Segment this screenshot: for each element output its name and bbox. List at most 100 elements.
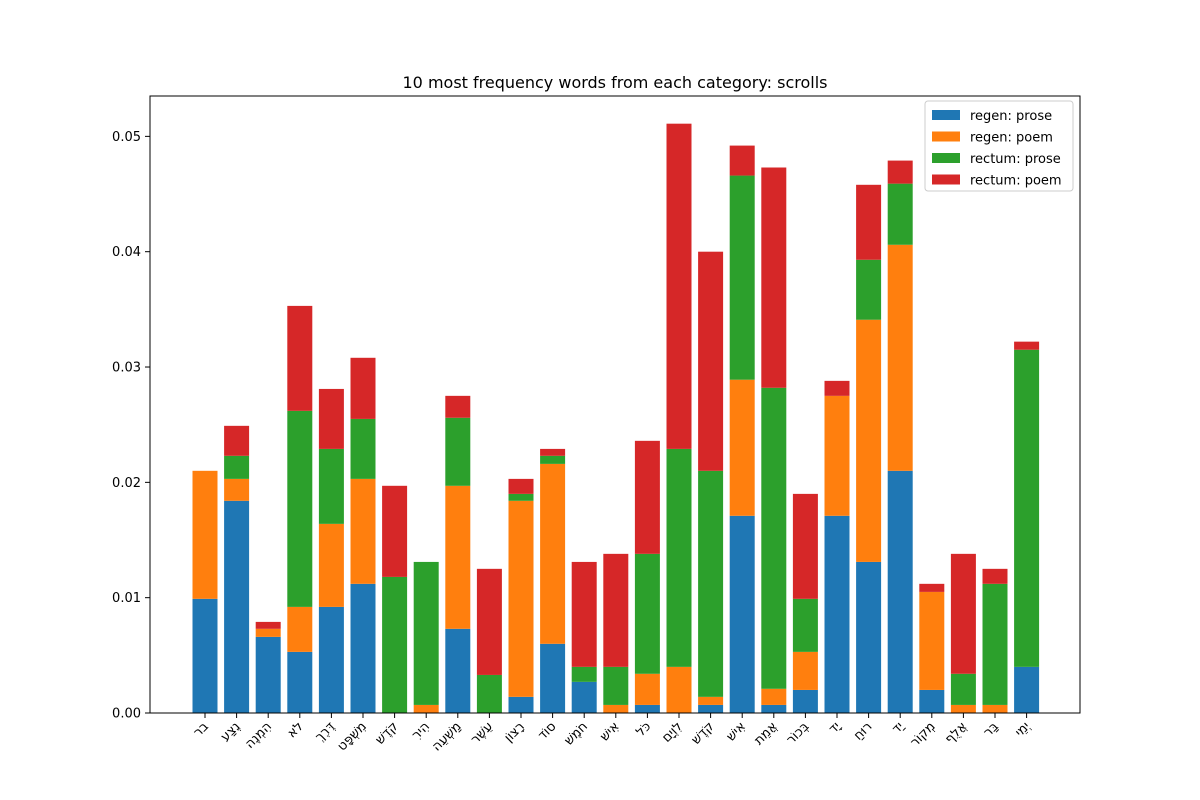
bar-segment-regen-prose xyxy=(318,606,344,713)
legend-swatch xyxy=(932,131,960,142)
bar-segment-rectum-poem xyxy=(824,380,850,396)
bar-segment-rectum-prose xyxy=(698,470,724,697)
bar-segment-regen-poem xyxy=(729,379,755,516)
y-tick-label: 0.00 xyxy=(112,707,141,722)
legend-swatch xyxy=(932,174,960,185)
bar-segment-regen-prose xyxy=(698,704,724,713)
bar-segment-regen-prose xyxy=(192,598,218,713)
legend-label: rectum: prose xyxy=(970,152,1061,167)
bar-segment-regen-poem xyxy=(666,666,692,713)
bar-segment-regen-poem xyxy=(318,523,344,607)
bar-segment-regen-prose xyxy=(445,628,471,713)
bar-segment-regen-poem xyxy=(761,688,787,705)
bar-segment-rectum-poem xyxy=(792,493,818,599)
bar-segment-rectum-poem xyxy=(950,553,976,674)
bar-segment-rectum-poem xyxy=(224,425,250,456)
chart-title: 10 most frequency words from each catego… xyxy=(403,73,828,92)
y-axis: 0.00 0.01 0.02 0.03 0.04 0.05 xyxy=(112,130,150,722)
bar-segment-rectum-poem xyxy=(508,478,534,494)
y-tick-label: 0.01 xyxy=(112,591,141,606)
bar-segment-rectum-prose xyxy=(571,666,597,682)
bar-segment-regen-poem xyxy=(413,704,439,713)
bar-segment-rectum-prose xyxy=(982,583,1008,705)
bar-segment-regen-prose xyxy=(634,704,660,713)
bar-segment-rectum-prose xyxy=(603,666,629,705)
bar-segment-regen-prose xyxy=(824,515,850,713)
legend-swatch xyxy=(932,153,960,163)
bar-segment-rectum-poem xyxy=(350,357,376,419)
bars-group xyxy=(192,123,1040,713)
bar-segment-regen-poem xyxy=(350,478,376,584)
bar-segment-rectum-poem xyxy=(445,395,471,418)
bar-segment-regen-poem xyxy=(982,704,1008,713)
bar-segment-regen-poem xyxy=(508,500,534,697)
bar-segment-rectum-poem xyxy=(761,167,787,388)
bar-segment-rectum-prose xyxy=(318,448,344,524)
y-tick-label: 0.05 xyxy=(112,130,141,145)
bar-segment-regen-prose xyxy=(350,583,376,713)
bar-segment-rectum-poem xyxy=(919,583,945,592)
bar-segment-rectum-prose xyxy=(224,455,250,479)
bar-segment-regen-prose xyxy=(792,689,818,713)
bar-segment-rectum-prose xyxy=(287,410,313,607)
bar-segment-rectum-prose xyxy=(540,455,566,464)
bar-segment-rectum-poem xyxy=(287,305,313,411)
bar-segment-rectum-prose xyxy=(950,673,976,705)
bar-segment-regen-prose xyxy=(919,689,945,713)
y-tick-label: 0.04 xyxy=(112,245,141,260)
legend-label: regen: poem xyxy=(970,131,1053,146)
bar-segment-rectum-poem xyxy=(255,621,281,629)
bar-segment-rectum-poem xyxy=(856,184,882,260)
bar-segment-regen-poem xyxy=(445,485,471,629)
bar-segment-rectum-prose xyxy=(413,561,439,705)
bar-segment-rectum-prose xyxy=(445,417,471,486)
bar-segment-regen-prose xyxy=(571,681,597,713)
bar-segment-rectum-poem xyxy=(698,251,724,471)
bar-segment-rectum-prose xyxy=(350,418,376,479)
legend-swatch xyxy=(932,110,960,120)
bar-segment-regen-prose xyxy=(255,636,281,713)
bar-segment-rectum-prose xyxy=(761,387,787,689)
y-tick-label: 0.03 xyxy=(112,361,141,376)
bar-segment-regen-prose xyxy=(1014,666,1040,713)
bar-segment-rectum-poem xyxy=(603,553,629,667)
bar-segment-rectum-prose xyxy=(666,448,692,667)
bar-segment-regen-poem xyxy=(224,478,250,501)
bar-segment-regen-poem xyxy=(919,591,945,690)
plot-frame xyxy=(149,95,1081,714)
bar-segment-rectum-poem xyxy=(729,145,755,176)
bar-segment-regen-poem xyxy=(287,606,313,652)
bar-segment-regen-prose xyxy=(761,704,787,713)
bar-segment-regen-poem xyxy=(255,628,281,637)
legend-box xyxy=(924,100,1074,192)
y-tick-label: 0.02 xyxy=(112,476,141,491)
bar-segment-regen-poem xyxy=(824,395,850,516)
bar-segment-regen-poem xyxy=(950,704,976,713)
bar-segment-rectum-poem xyxy=(1014,341,1040,350)
bar-segment-regen-prose xyxy=(540,643,566,713)
bar-segment-rectum-prose xyxy=(634,553,660,674)
bar-segment-regen-poem xyxy=(634,673,660,705)
bar-segment-rectum-poem xyxy=(982,568,1008,584)
bar-segment-rectum-prose xyxy=(729,175,755,380)
bar-segment-regen-prose xyxy=(856,561,882,713)
bar-segment-regen-poem xyxy=(856,319,882,562)
bar-segment-rectum-poem xyxy=(382,485,408,577)
bar-segment-rectum-prose xyxy=(476,674,502,713)
bar-segment-regen-prose xyxy=(508,696,534,713)
bar-segment-regen-poem xyxy=(192,470,218,599)
bar-segment-regen-poem xyxy=(540,463,566,644)
bar-segment-rectum-poem xyxy=(634,440,660,554)
bar-segment-rectum-prose xyxy=(1014,349,1040,667)
bar-segment-regen-prose xyxy=(887,470,913,713)
bar-segment-regen-poem xyxy=(887,244,913,471)
bar-segment-regen-prose xyxy=(287,651,313,713)
bar-segment-rectum-poem xyxy=(318,388,344,449)
bar-segment-rectum-prose xyxy=(887,183,913,245)
bar-segment-rectum-poem xyxy=(666,123,692,449)
bar-segment-rectum-poem xyxy=(887,160,913,184)
bar-segment-rectum-poem xyxy=(571,561,597,667)
bar-segment-rectum-prose xyxy=(382,576,408,713)
legend: regen: prose regen: poem rectum: prose rect… xyxy=(924,100,1074,192)
